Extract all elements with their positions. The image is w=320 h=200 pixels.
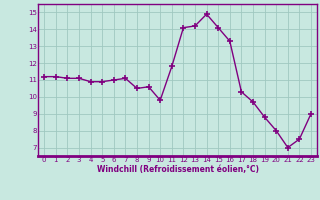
X-axis label: Windchill (Refroidissement éolien,°C): Windchill (Refroidissement éolien,°C)	[97, 165, 259, 174]
